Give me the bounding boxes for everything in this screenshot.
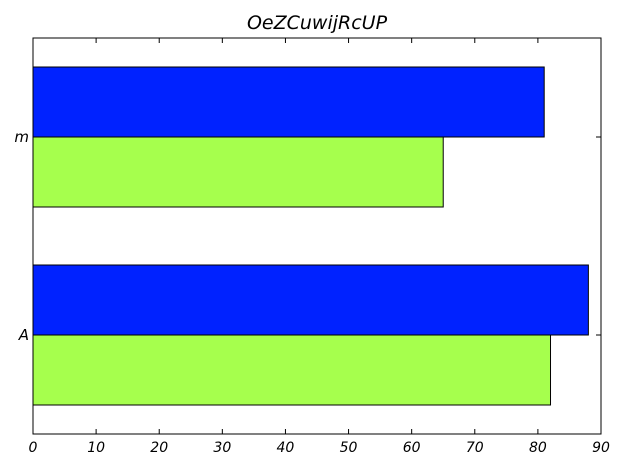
x-tick-label: 30 (213, 440, 231, 456)
y-tick-label: m (14, 128, 29, 146)
bar-A-series-1 (32, 334, 552, 406)
bar-m-series-1 (32, 136, 444, 208)
x-tick-label: 20 (150, 440, 168, 456)
x-tick-label: 60 (403, 440, 421, 456)
bars-layer (32, 66, 589, 406)
x-tick-label: 50 (340, 440, 358, 456)
x-tick-label: 70 (466, 440, 484, 456)
bar-m-series-2 (32, 66, 545, 138)
x-tick-label: 10 (87, 440, 105, 456)
x-tick-label: 40 (277, 440, 295, 456)
bar-A-series-2 (32, 264, 589, 336)
x-tick-label: 0 (29, 440, 38, 456)
x-tick-label: 90 (592, 440, 610, 456)
x-tick-label: 80 (529, 440, 547, 456)
chart-title: OeZCuwijRcUP (247, 12, 388, 34)
ticks-layer: Am 0 10 20 30 40 50 60 70 80 90 (14, 38, 610, 456)
plot-frame (32, 37, 602, 435)
y-tick-label: A (18, 326, 29, 344)
